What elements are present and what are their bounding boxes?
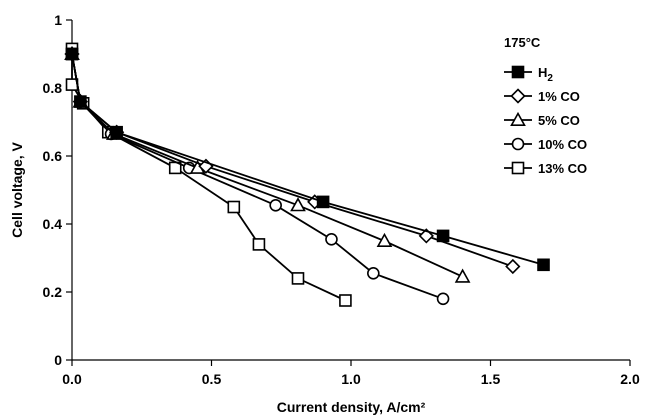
y-tick-label: 0.4 <box>43 216 63 232</box>
legend-label: H2 <box>538 65 553 84</box>
x-tick-label: 0.0 <box>62 371 82 387</box>
x-axis-title: Current density, A/cm² <box>277 399 426 415</box>
data-point <box>316 195 330 209</box>
legend-title: 175°C <box>504 35 541 50</box>
x-axis: 0.0 0.5 1.0 1.5 2.0 <box>62 359 640 387</box>
series-2 <box>64 45 471 283</box>
data-point <box>110 125 123 139</box>
x-tick-label: 2.0 <box>620 371 640 387</box>
legend: 175°C H2 1% CO 5% CO 10% CO 13% CO <box>504 35 587 176</box>
legend-marker <box>511 161 525 175</box>
y-tick-label: 0 <box>54 352 62 368</box>
series-3 <box>65 47 450 306</box>
data-point <box>454 268 471 283</box>
series-layer <box>64 42 550 307</box>
x-tick-label: 1.0 <box>341 371 361 387</box>
data-point <box>339 294 352 307</box>
data-point <box>325 233 338 246</box>
data-point <box>505 258 521 275</box>
data-point <box>436 229 450 243</box>
series-line <box>71 53 544 266</box>
y-tick-label: 0.8 <box>43 80 63 96</box>
data-point <box>291 272 305 285</box>
data-point <box>227 200 241 214</box>
x-tick-label: 1.5 <box>481 371 501 387</box>
data-point <box>537 258 550 272</box>
series-0 <box>65 47 550 272</box>
legend-label: 13% CO <box>538 161 587 176</box>
legend-label: 5% CO <box>538 113 580 128</box>
data-point <box>65 47 79 61</box>
y-axis: 0 0.2 0.4 0.6 0.8 1 <box>43 12 73 368</box>
legend-marker <box>510 88 526 104</box>
data-point <box>74 95 87 108</box>
y-axis-title: Cell voltage, V <box>9 141 25 237</box>
legend-marker <box>510 111 526 126</box>
legend-label: 1% CO <box>538 89 580 104</box>
data-point <box>367 266 380 280</box>
y-tick-label: 0.6 <box>43 148 63 164</box>
data-point <box>376 232 393 247</box>
data-point <box>290 197 306 212</box>
legend-label: 10% CO <box>538 137 587 152</box>
legend-item: 10% CO <box>504 137 587 152</box>
x-tick-label: 0.5 <box>202 371 222 387</box>
data-point <box>252 238 266 251</box>
data-point <box>436 292 450 306</box>
y-tick-label: 1 <box>54 12 62 28</box>
y-tick-label: 0.2 <box>43 284 63 300</box>
series-line <box>71 48 346 302</box>
legend-item: 13% CO <box>504 161 587 176</box>
legend-label-subscript: 2 <box>547 73 553 84</box>
legend-item: H2 <box>504 65 553 84</box>
series-line <box>71 53 444 300</box>
series-line <box>71 53 463 278</box>
legend-item: 5% CO <box>504 111 580 128</box>
data-point <box>269 199 282 212</box>
series-4 <box>65 42 352 307</box>
legend-marker <box>511 65 525 79</box>
legend-marker <box>511 137 525 151</box>
legend-item: 1% CO <box>504 88 580 104</box>
